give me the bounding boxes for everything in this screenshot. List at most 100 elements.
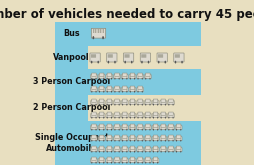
Circle shape [122, 104, 123, 106]
Circle shape [145, 78, 146, 80]
FancyBboxPatch shape [144, 101, 151, 105]
FancyBboxPatch shape [176, 146, 180, 150]
Bar [55, 46, 88, 69]
FancyBboxPatch shape [175, 148, 181, 152]
Circle shape [126, 117, 127, 119]
FancyBboxPatch shape [121, 114, 128, 118]
Circle shape [99, 162, 100, 164]
FancyBboxPatch shape [130, 112, 134, 116]
Bar [55, 69, 88, 95]
Bar [55, 69, 200, 95]
FancyBboxPatch shape [99, 157, 103, 161]
Circle shape [133, 162, 135, 164]
Circle shape [99, 91, 100, 93]
FancyBboxPatch shape [98, 114, 105, 118]
Circle shape [164, 117, 165, 119]
FancyBboxPatch shape [90, 53, 100, 62]
Text: Single Occupant
Automobile: Single Occupant Automobile [35, 133, 108, 153]
Circle shape [110, 162, 112, 164]
FancyBboxPatch shape [114, 112, 119, 116]
FancyBboxPatch shape [121, 137, 128, 141]
FancyBboxPatch shape [113, 137, 120, 141]
Circle shape [168, 151, 169, 153]
Circle shape [145, 140, 146, 142]
FancyBboxPatch shape [130, 99, 134, 103]
FancyBboxPatch shape [129, 148, 135, 152]
Circle shape [133, 140, 135, 142]
Circle shape [99, 78, 100, 80]
Circle shape [156, 151, 158, 153]
FancyBboxPatch shape [159, 137, 166, 141]
Circle shape [110, 78, 112, 80]
Circle shape [133, 78, 135, 80]
FancyBboxPatch shape [91, 146, 96, 150]
FancyBboxPatch shape [153, 157, 157, 161]
Circle shape [145, 117, 146, 119]
FancyBboxPatch shape [137, 73, 142, 77]
Circle shape [95, 162, 96, 164]
FancyBboxPatch shape [167, 148, 174, 152]
FancyBboxPatch shape [113, 114, 120, 118]
FancyBboxPatch shape [160, 112, 165, 116]
FancyBboxPatch shape [107, 99, 111, 103]
FancyBboxPatch shape [167, 126, 174, 130]
Circle shape [141, 91, 142, 93]
FancyBboxPatch shape [145, 146, 150, 150]
Circle shape [133, 129, 135, 131]
Circle shape [145, 104, 146, 106]
Circle shape [95, 151, 96, 153]
FancyBboxPatch shape [173, 53, 183, 62]
Circle shape [110, 104, 112, 106]
FancyBboxPatch shape [144, 114, 151, 118]
FancyBboxPatch shape [90, 126, 97, 130]
Circle shape [118, 117, 119, 119]
Circle shape [152, 162, 153, 164]
FancyBboxPatch shape [91, 124, 96, 128]
FancyBboxPatch shape [98, 159, 105, 163]
FancyBboxPatch shape [90, 114, 97, 118]
Circle shape [92, 36, 94, 39]
Circle shape [122, 78, 123, 80]
FancyBboxPatch shape [130, 73, 134, 77]
Circle shape [106, 162, 107, 164]
FancyBboxPatch shape [121, 75, 128, 79]
FancyBboxPatch shape [107, 112, 111, 116]
Bar [55, 121, 200, 165]
FancyBboxPatch shape [121, 126, 128, 130]
FancyBboxPatch shape [137, 135, 142, 139]
FancyBboxPatch shape [140, 53, 150, 62]
Circle shape [106, 129, 107, 131]
FancyBboxPatch shape [122, 99, 126, 103]
Circle shape [129, 129, 130, 131]
FancyBboxPatch shape [113, 126, 120, 130]
FancyBboxPatch shape [137, 112, 142, 116]
FancyBboxPatch shape [136, 88, 143, 92]
Circle shape [91, 117, 92, 119]
FancyBboxPatch shape [106, 101, 112, 105]
FancyBboxPatch shape [114, 99, 119, 103]
Bar [93, 29, 103, 33]
FancyBboxPatch shape [130, 146, 134, 150]
Circle shape [172, 104, 173, 106]
FancyBboxPatch shape [113, 159, 120, 163]
FancyBboxPatch shape [113, 101, 120, 105]
Circle shape [110, 91, 112, 93]
Circle shape [141, 151, 142, 153]
FancyBboxPatch shape [107, 135, 111, 139]
FancyBboxPatch shape [106, 137, 112, 141]
Circle shape [141, 117, 142, 119]
FancyBboxPatch shape [107, 86, 111, 90]
Circle shape [91, 104, 92, 106]
Circle shape [95, 140, 96, 142]
FancyBboxPatch shape [106, 75, 112, 79]
FancyBboxPatch shape [99, 135, 103, 139]
FancyBboxPatch shape [130, 157, 134, 161]
FancyBboxPatch shape [122, 157, 126, 161]
Circle shape [149, 78, 150, 80]
FancyBboxPatch shape [152, 101, 158, 105]
Circle shape [102, 36, 104, 39]
FancyBboxPatch shape [168, 146, 172, 150]
Circle shape [129, 151, 130, 153]
FancyBboxPatch shape [159, 148, 166, 152]
Circle shape [110, 129, 112, 131]
